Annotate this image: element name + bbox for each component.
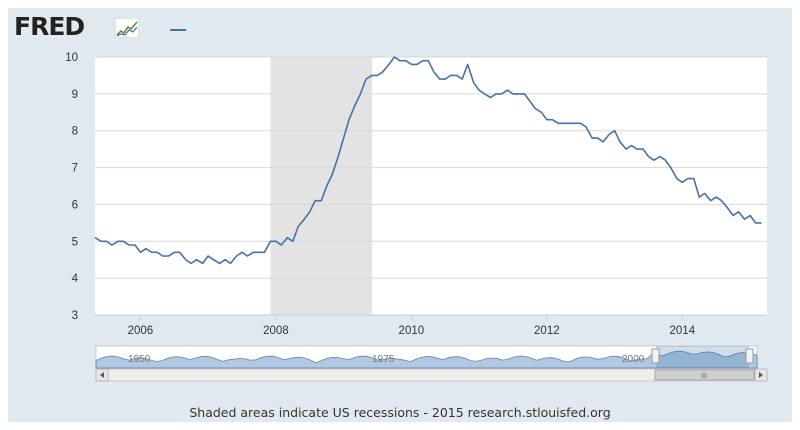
fred-logo: FRED [14, 12, 85, 41]
series-line [94, 56, 762, 265]
y-tick-label: 8 [72, 126, 78, 138]
scrollbar-grip: III [701, 373, 707, 380]
chevron-right-icon [759, 372, 763, 378]
plot-area [95, 57, 767, 315]
x-tick-label: 2010 [399, 325, 425, 337]
recession-footnote: Shaded areas indicate US recessions - 20… [189, 405, 611, 420]
x-tick-label: 2008 [263, 325, 289, 337]
navigator-label: 1950 [128, 354, 151, 365]
y-tick-label: 9 [72, 89, 78, 101]
y-tick-label: 7 [72, 163, 78, 175]
y-tick-label: 6 [72, 199, 78, 211]
navigator-label: 2000 [622, 354, 645, 365]
x-tick-label: 2014 [670, 325, 696, 337]
navigator-label: 1975 [372, 354, 395, 365]
scrollbar-thumb[interactable] [654, 369, 755, 381]
chevron-left-icon [100, 372, 104, 378]
y-tick-label: 4 [72, 273, 79, 285]
navigator-handle-left[interactable] [651, 348, 660, 364]
y-tick-label: 5 [72, 236, 78, 248]
fred-sparkline-icon [115, 18, 139, 38]
recession-band [270, 57, 373, 315]
navigator-handle-right[interactable] [745, 348, 754, 364]
navigator-selection[interactable] [656, 346, 749, 368]
y-tick-label: 3 [72, 310, 78, 322]
x-tick-label: 2006 [128, 325, 154, 337]
legend-series-swatch[interactable] [170, 29, 186, 31]
x-tick-label: 2012 [534, 325, 560, 337]
y-tick-label: 10 [65, 52, 78, 64]
unemployment-line-chart: 3 4 5 6 7 8 9 10 2006 2008 2010 2012 2014 1950 1975 200… [65, 52, 768, 382]
